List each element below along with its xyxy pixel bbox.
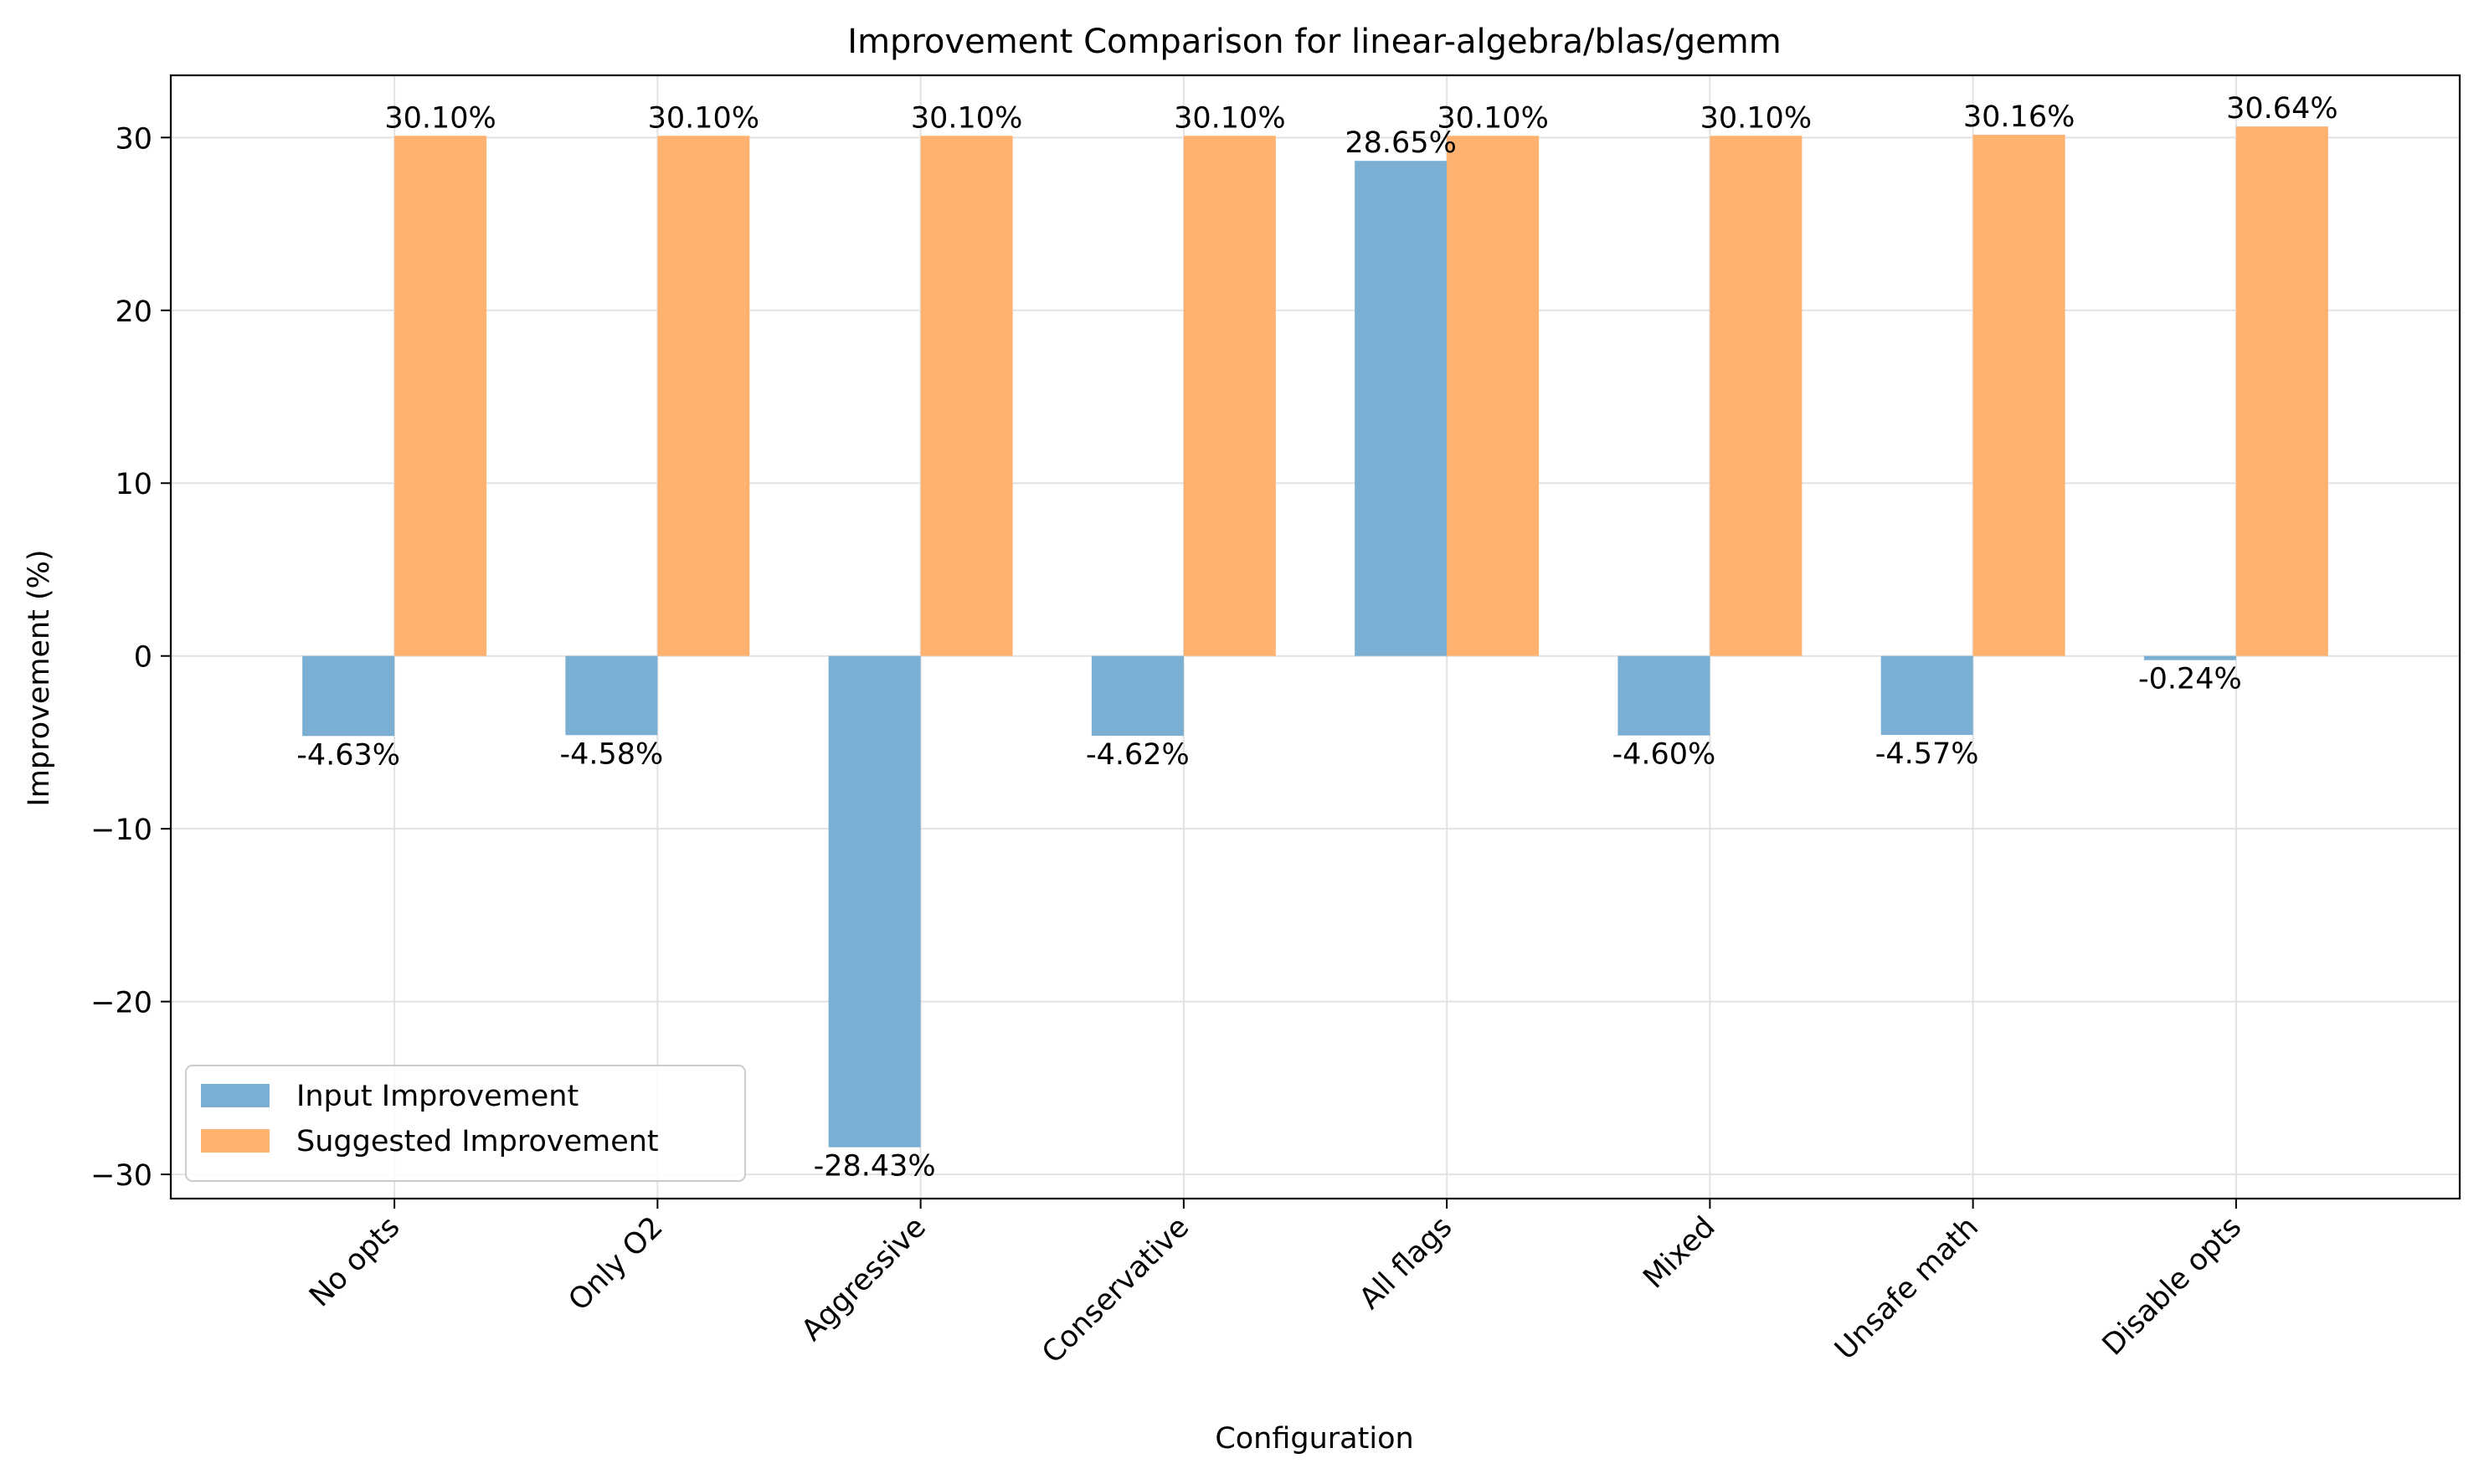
bar-value-label: -4.63% bbox=[296, 738, 400, 772]
legend-entry: Suggested Improvement bbox=[296, 1125, 659, 1158]
suggested-improvement-bar bbox=[920, 136, 1013, 656]
suggested-improvement-bar bbox=[2235, 126, 2328, 656]
bar-value-label: -4.60% bbox=[1612, 738, 1715, 772]
input-improvement-bar bbox=[1880, 655, 1973, 736]
y-tick-label: 20 bbox=[115, 295, 152, 329]
bar-value-label: 30.10% bbox=[384, 101, 496, 135]
legend-entry: Input Improvement bbox=[296, 1080, 579, 1113]
bar-value-label: 30.10% bbox=[911, 101, 1022, 135]
y-tick-label: −20 bbox=[90, 987, 152, 1020]
plot-frame bbox=[169, 74, 2461, 1200]
suggested-improvement-bar bbox=[394, 136, 487, 656]
bar-value-label: 30.10% bbox=[648, 101, 759, 135]
y-tick-label: 0 bbox=[134, 641, 152, 675]
input-improvement-bar bbox=[2143, 655, 2236, 660]
legend-swatch bbox=[201, 1084, 270, 1107]
legend-frame bbox=[185, 1065, 746, 1182]
bar-value-label: 30.10% bbox=[1437, 101, 1548, 135]
bar-value-labels: -4.63% -4.58% -28.43% -4.62% 28.65% -4.60% -4.… bbox=[296, 92, 2337, 1184]
bar-value-label: -4.62% bbox=[1086, 738, 1190, 772]
suggested-improvement-bar bbox=[1447, 136, 1540, 656]
bar-value-label: -0.24% bbox=[2138, 663, 2242, 696]
bar-value-label: 30.64% bbox=[2226, 92, 2337, 126]
bar-value-label: 30.10% bbox=[1174, 101, 1285, 135]
suggested-improvement-bar bbox=[1972, 135, 2065, 656]
chart-title: Improvement Comparison for linear-algebr… bbox=[847, 23, 1781, 61]
bar-value-label: 30.16% bbox=[1963, 100, 2075, 134]
y-axis-label: Improvement (%) bbox=[23, 549, 56, 806]
x-axis-label: Configuration bbox=[1215, 1422, 1413, 1456]
bar-value-label: -28.43% bbox=[814, 1150, 936, 1184]
bars bbox=[302, 126, 2328, 1148]
input-improvement-bar bbox=[1617, 655, 1710, 736]
bar-value-label: 30.10% bbox=[1700, 101, 1812, 135]
bar-value-label: -4.57% bbox=[1875, 737, 1979, 771]
input-improvement-bar bbox=[302, 655, 395, 737]
suggested-improvement-bar bbox=[1183, 136, 1276, 656]
y-tick-label: 30 bbox=[115, 122, 152, 156]
y-tick-label: 10 bbox=[115, 468, 152, 501]
y-tick-label: −10 bbox=[90, 814, 152, 847]
input-improvement-bar bbox=[565, 655, 658, 736]
bar-value-label: 28.65% bbox=[1345, 126, 1456, 160]
input-improvement-bar bbox=[828, 655, 921, 1148]
legend-swatch bbox=[201, 1129, 270, 1153]
bar-value-label: -4.58% bbox=[559, 737, 663, 771]
suggested-improvement-bar bbox=[1710, 136, 1803, 656]
y-tick-label: −30 bbox=[90, 1159, 152, 1193]
y-axis-ticks: 30 20 10 0 −10 −20 −30 bbox=[90, 122, 171, 1193]
legend: Input Improvement Suggested Improvement bbox=[185, 1065, 746, 1182]
input-improvement-bar bbox=[1091, 655, 1184, 737]
input-improvement-bar bbox=[1355, 161, 1448, 656]
suggested-improvement-bar bbox=[657, 136, 750, 656]
